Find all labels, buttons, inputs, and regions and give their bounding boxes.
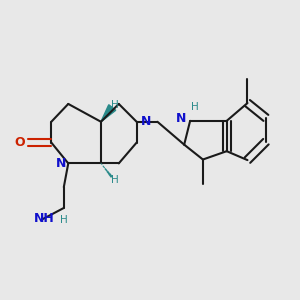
Text: H: H [60, 215, 68, 225]
Text: N: N [176, 112, 187, 125]
Text: N: N [140, 115, 151, 128]
Text: N: N [56, 157, 66, 170]
Text: O: O [14, 136, 25, 149]
Text: H: H [111, 175, 119, 185]
Text: H: H [111, 100, 119, 110]
Text: NH: NH [34, 212, 55, 226]
Text: H: H [191, 102, 199, 112]
Polygon shape [101, 105, 116, 122]
